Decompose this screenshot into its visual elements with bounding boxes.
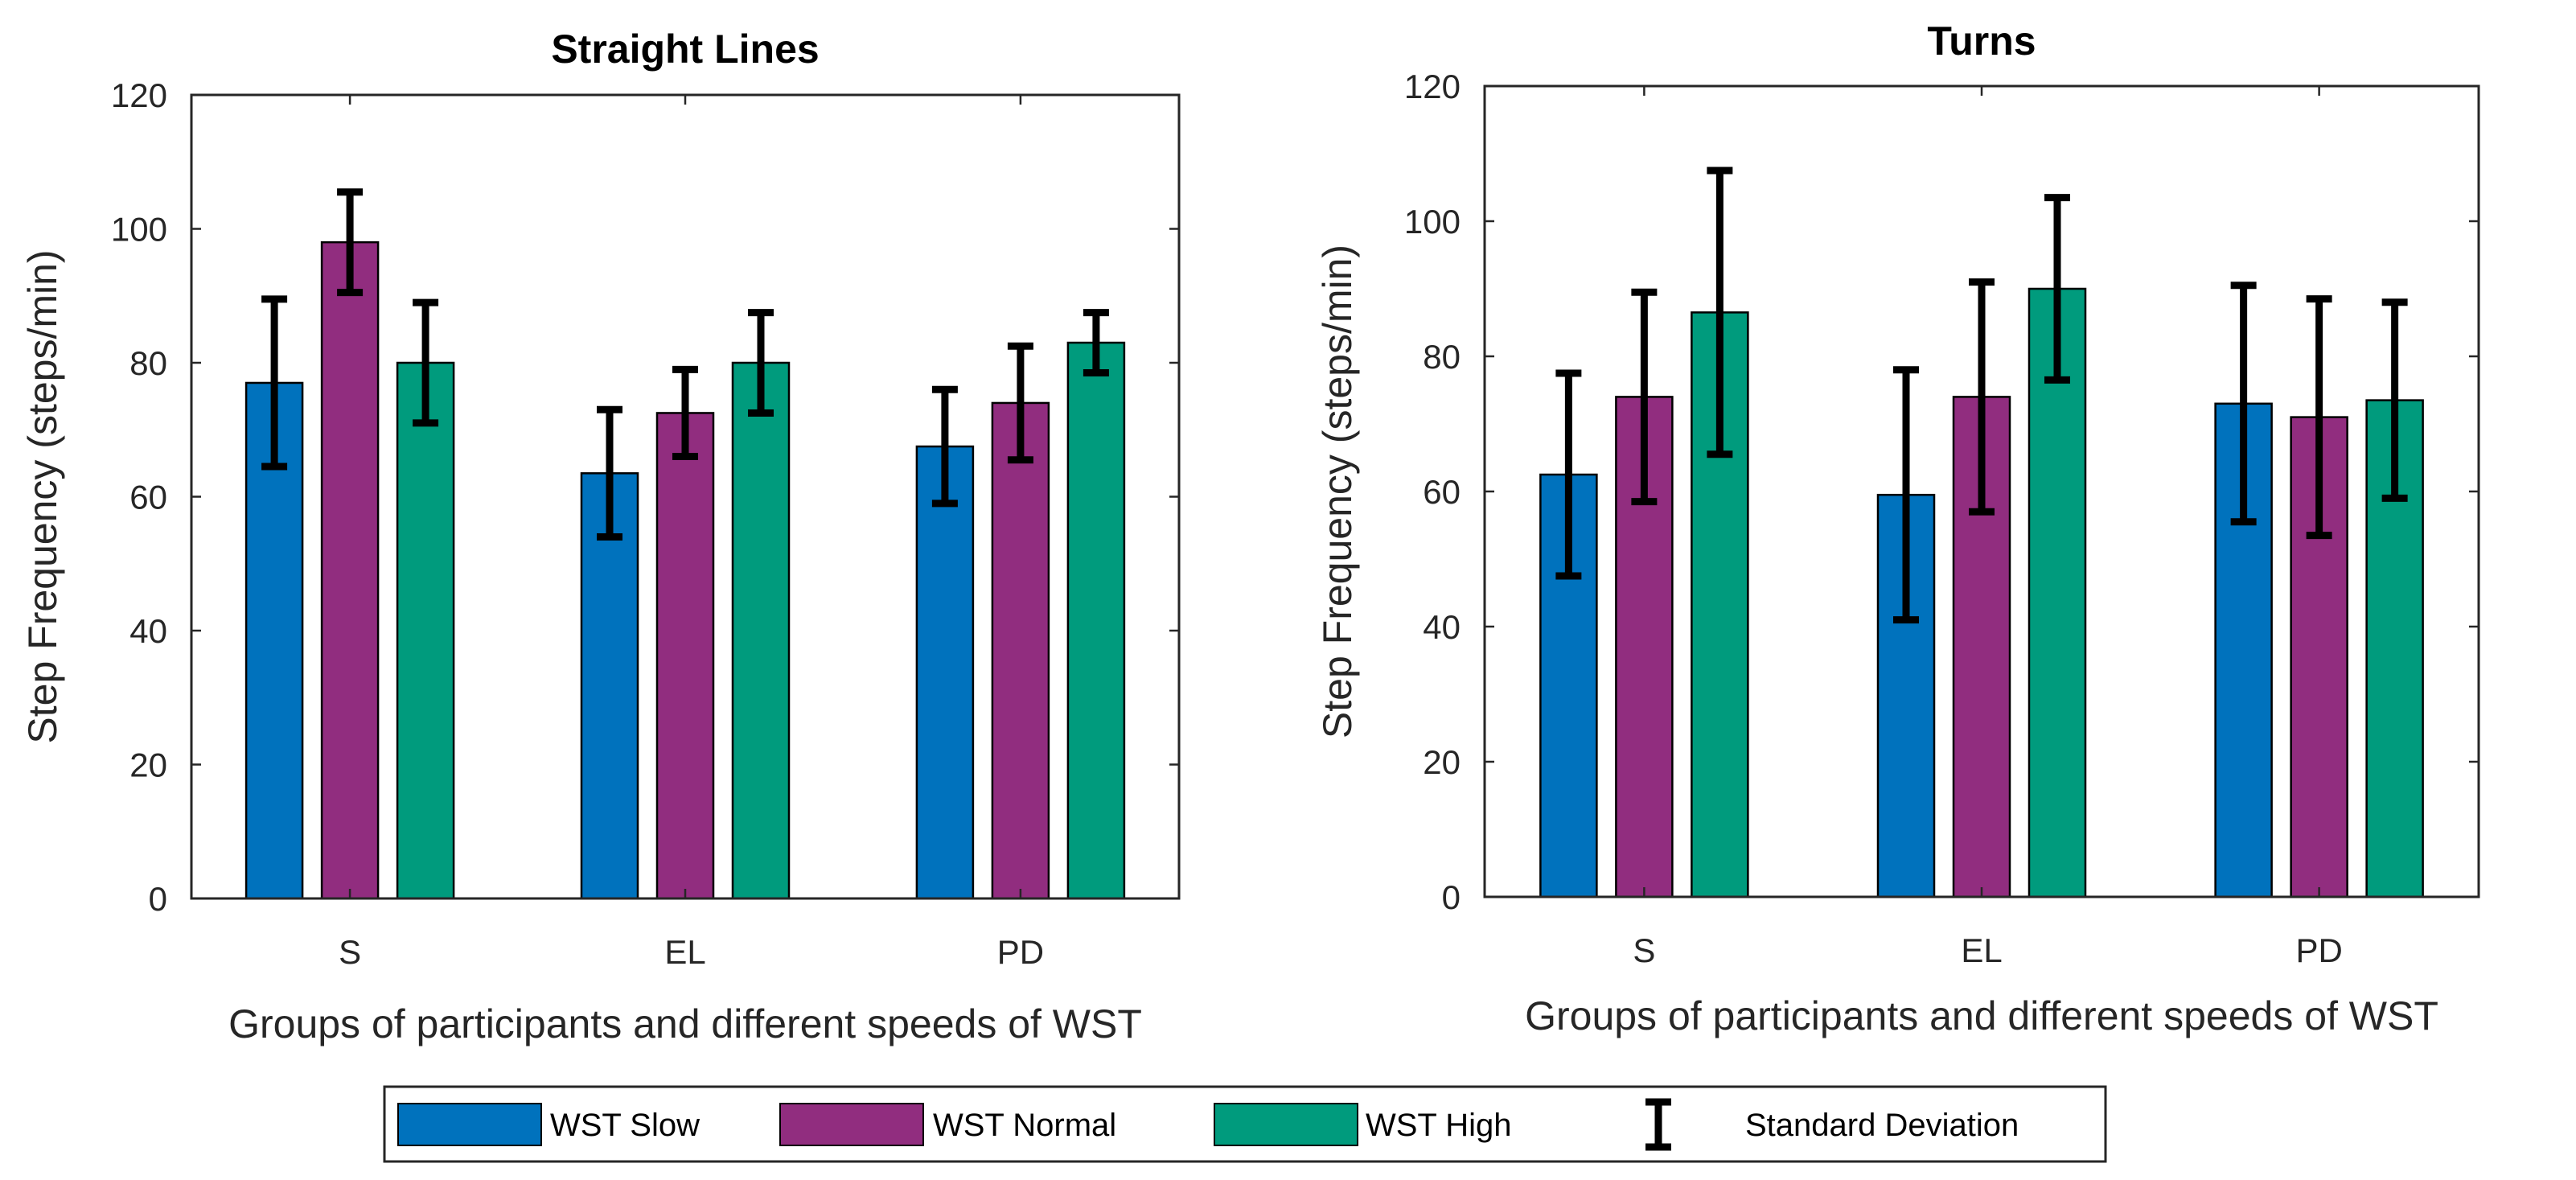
bar-wst-normal-pd [991,401,1050,900]
x-axis-label: Groups of participants and different spe… [228,1001,1142,1046]
x-axis-label: Groups of participants and different spe… [1525,993,2438,1038]
y-tick-label: 60 [1423,473,1461,511]
errorbar-wst-high-el [2044,194,2070,384]
chart-straight-lines: Straight Lines Groups of participants an… [20,27,1181,1046]
legend-label-wst-slow: WST Slow [550,1108,700,1143]
y-tick-label: 100 [1404,203,1461,241]
chart-turns: Turns Groups of participants and differe… [1315,19,2480,1038]
y-tick-label: 0 [1442,878,1461,916]
legend: WST Slow WST Normal WST High Standard De… [383,1085,2107,1163]
x-tick-label: PD [997,933,1044,971]
errorbar-wst-slow-el [1893,366,1919,624]
bar-wst-slow-pd [915,445,975,900]
errorbar-wst-slow-s [1555,369,1582,580]
y-tick-label: 40 [129,612,167,650]
errorbar-wst-normal-s [1631,288,1658,506]
y-axis-label: Step Frequency (steps/min) [1315,245,1360,738]
errorbar-wst-normal-el [1969,278,1995,516]
bar-wst-high-pd [1066,341,1126,900]
y-tick-label: 120 [111,76,167,114]
chart-title: Turns [1927,19,2036,64]
legend-swatch-wst-slow [397,1103,542,1146]
bar-wst-slow-el [580,472,639,900]
bar-wst-normal-s [320,241,380,900]
errorbar-wst-normal-pd [1007,342,1033,464]
errorbar-wst-normal-pd [2306,295,2332,540]
y-tick-label: 20 [129,746,167,784]
x-tick-label: PD [2295,931,2342,969]
axes-box [190,93,1181,900]
errorbar-wst-slow-s [261,295,288,471]
legend-swatch-wst-high [1214,1103,1358,1146]
errorbar-wst-high-s [1707,167,1733,458]
errorbar-wst-slow-el [597,405,622,541]
errorbar-wst-normal-s [337,188,364,297]
x-tick-label: EL [1961,931,2002,969]
errorbar-wst-high-pd [2381,298,2408,502]
y-tick-label: 80 [1423,338,1461,376]
y-tick-label: 20 [1423,743,1461,781]
y-tick-label: 40 [1423,608,1461,646]
bar-wst-high-el [2028,287,2087,898]
bar-wst-high-s [396,361,455,900]
legend-errorbar-icon [1645,1098,1671,1151]
bar-wst-normal-el [1952,396,2011,898]
y-tick-label: 120 [1404,68,1461,105]
y-tick-label: 60 [129,479,167,516]
y-tick-label: 100 [111,211,167,249]
errorbar-wst-high-s [413,298,439,427]
errorbar-wst-slow-pd [2230,282,2257,526]
y-axis-label: Step Frequency (steps/min) [20,249,65,743]
bar-wst-normal-el [655,412,715,900]
x-tick-label: S [1633,931,1655,969]
y-tick-label: 0 [149,880,167,918]
chart-title: Straight Lines [551,27,819,72]
legend-label-wst-high: WST High [1366,1108,1512,1143]
x-tick-label: EL [664,933,705,971]
errorbar-wst-slow-pd [931,385,958,508]
errorbar-wst-high-el [748,309,774,417]
y-tick-label: 80 [129,344,167,382]
legend-label-standard-deviation: Standard Deviation [1745,1108,2019,1143]
errorbar-wst-high-pd [1083,309,1109,376]
legend-label-wst-normal: WST Normal [933,1108,1116,1143]
legend-swatch-wst-normal [779,1103,924,1146]
errorbar-wst-normal-el [672,365,698,461]
bar-wst-high-el [731,361,791,900]
axes-box [1483,84,2480,898]
x-tick-label: S [339,933,361,971]
